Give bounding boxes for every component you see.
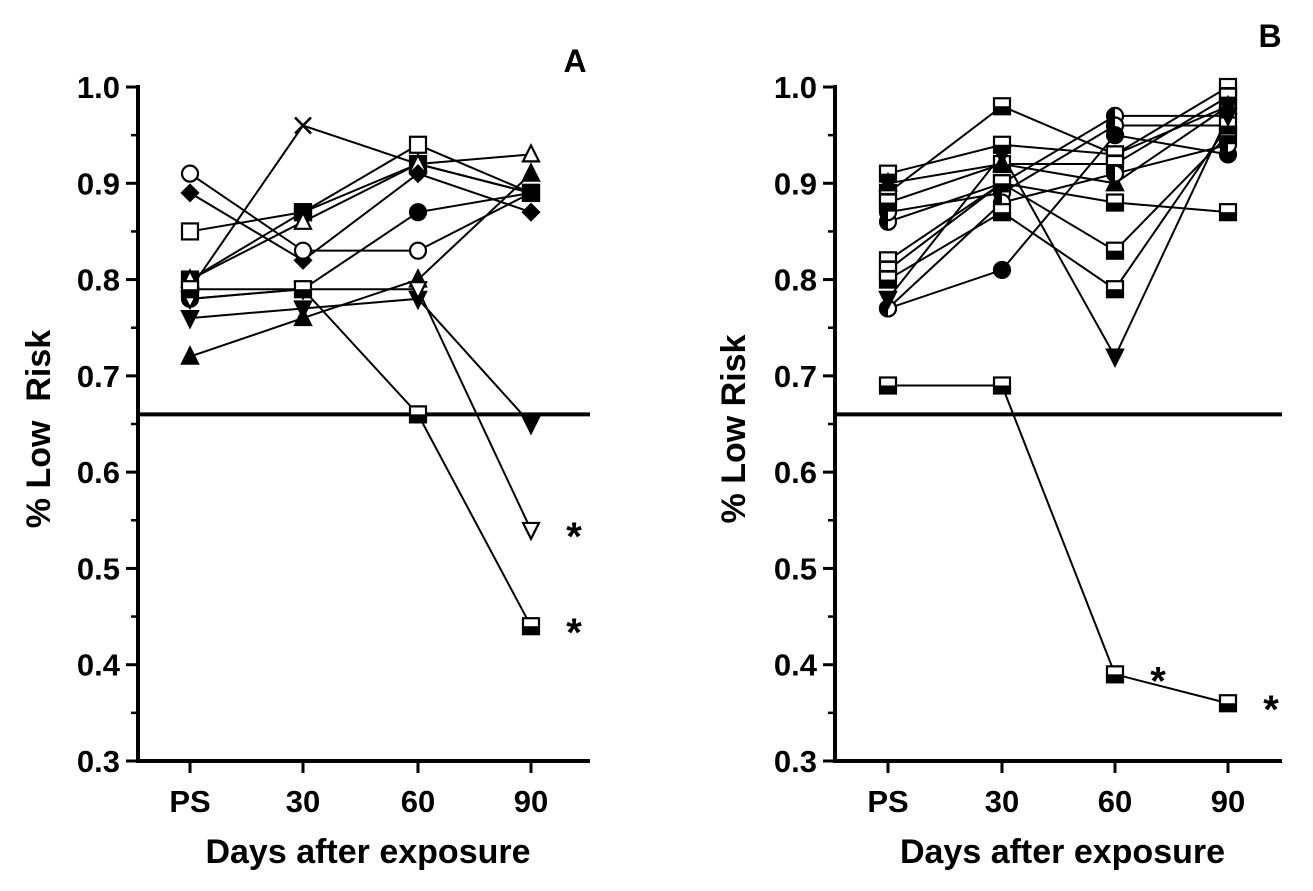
series-6-point [293,241,313,260]
y-tick-label: 0.5 [774,551,817,586]
series-11-point [408,405,428,424]
series-13-line [888,384,1229,705]
series-5-line [189,172,532,262]
series-8-point [521,162,541,182]
series-13-point [992,376,1012,395]
series-5-line [887,95,1229,204]
series-4-line [189,153,532,281]
x-tick-label: PS [169,784,210,819]
panel-label: B [1258,18,1281,54]
series-10-point [1105,241,1125,260]
panel-label: A [563,43,586,79]
y-axis-title: % Low Risk [715,334,753,523]
series-5-point [878,193,898,212]
series-6-line [189,172,532,252]
series-8-point [992,260,1012,280]
y-tick-label: 0.6 [774,455,817,490]
x-tick-label: 60 [1098,784,1132,819]
panel-a: 0.3 0.4 0.5 0.6 0.7 0.8 0.9 1.0 PS 30 60 90 Days aft… [20,43,590,871]
series-7-point [1105,193,1125,212]
series-11-line [887,124,1229,291]
series-11-point [1105,280,1125,299]
series-4-point [293,210,313,230]
series-8-point [1105,126,1125,145]
y-tick-label: 0.3 [77,744,120,779]
panel-b: 0.3 0.4 0.5 0.6 0.7 0.8 0.9 1.0 PS 30 60 90 Days aft… [715,18,1282,871]
series-9-point [180,309,200,330]
series-9-line [887,143,1229,310]
significance-asterisk: * [566,515,582,559]
y-tick-label: 0.7 [774,359,817,394]
series-4-point [521,142,541,163]
series-11-point [521,617,541,636]
series-2-point [408,135,428,154]
series-12-line [887,115,1229,359]
y-axis-title: % Low Risk [20,330,58,528]
significance-asterisk: * [566,611,582,655]
significance-asterisk: * [1150,659,1166,703]
series-13-point [1105,665,1125,684]
y-tick-label: 0.9 [77,166,120,201]
series-3-line [887,114,1228,223]
series-13-point [878,376,898,395]
y-tick-label: 1.0 [774,70,817,105]
series-12-point [878,290,898,311]
series-6-point [408,241,428,260]
series-9-line [189,297,532,425]
y-tick-label: 1.0 [77,70,120,105]
x-tick-label: 60 [401,784,435,819]
x-tick-label: 30 [286,784,320,819]
x-tick-label: 90 [1211,784,1245,819]
series-11-point [992,203,1012,222]
x-tick-label: 30 [985,784,1019,819]
series-12-point [992,146,1012,166]
series-8-line [189,172,532,358]
y-tick-label: 0.3 [774,744,817,779]
series-2-line [189,143,532,233]
series-11-line [190,288,532,627]
series-8-point [180,345,200,365]
series-7-point [1218,203,1238,222]
series-13-point [1218,694,1238,713]
series-2-point [180,222,200,241]
series-10-point [521,521,541,542]
series-6-point [180,164,200,183]
y-tick-label: 0.5 [77,551,120,586]
series-11-point [878,270,898,289]
series-5-point [521,202,541,222]
series-5-point [408,164,428,184]
y-tick-label: 0.7 [77,359,120,394]
y-tick-label: 0.4 [77,648,121,683]
x-axis-title: Days after exposure [900,833,1225,871]
series-6-point [878,171,898,192]
series-12-point [1218,107,1238,128]
series-5-point [180,183,200,203]
significance-asterisk: * [1263,688,1279,732]
series-7-point [521,183,541,203]
series-10-point [408,281,428,301]
series-1-point [294,116,312,135]
series-4-line [887,124,1228,214]
series-1-point [992,97,1012,116]
series-12-point [1105,348,1125,369]
y-tick-label: 0.8 [77,263,120,298]
x-tick-label: 90 [514,784,548,819]
series-7-point [408,203,428,222]
series-10-point [992,174,1012,193]
series-10-line [189,288,532,531]
series-3-line [189,162,532,281]
series-9-point [293,300,313,320]
series-11-point [180,280,200,299]
series-11-point [293,280,313,299]
series-8-line [887,134,1229,310]
y-tick-label: 0.8 [774,263,817,298]
y-tick-label: 0.4 [774,648,818,683]
y-tick-label: 0.9 [774,166,817,201]
x-tick-label: PS [867,784,908,819]
x-axis-title: Days after exposure [205,833,530,871]
series-9-point [1105,164,1125,183]
y-tick-label: 0.6 [77,455,120,490]
series-9-point [521,415,541,436]
